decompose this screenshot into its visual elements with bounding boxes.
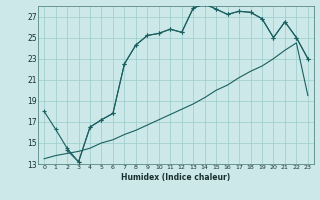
X-axis label: Humidex (Indice chaleur): Humidex (Indice chaleur) [121, 173, 231, 182]
